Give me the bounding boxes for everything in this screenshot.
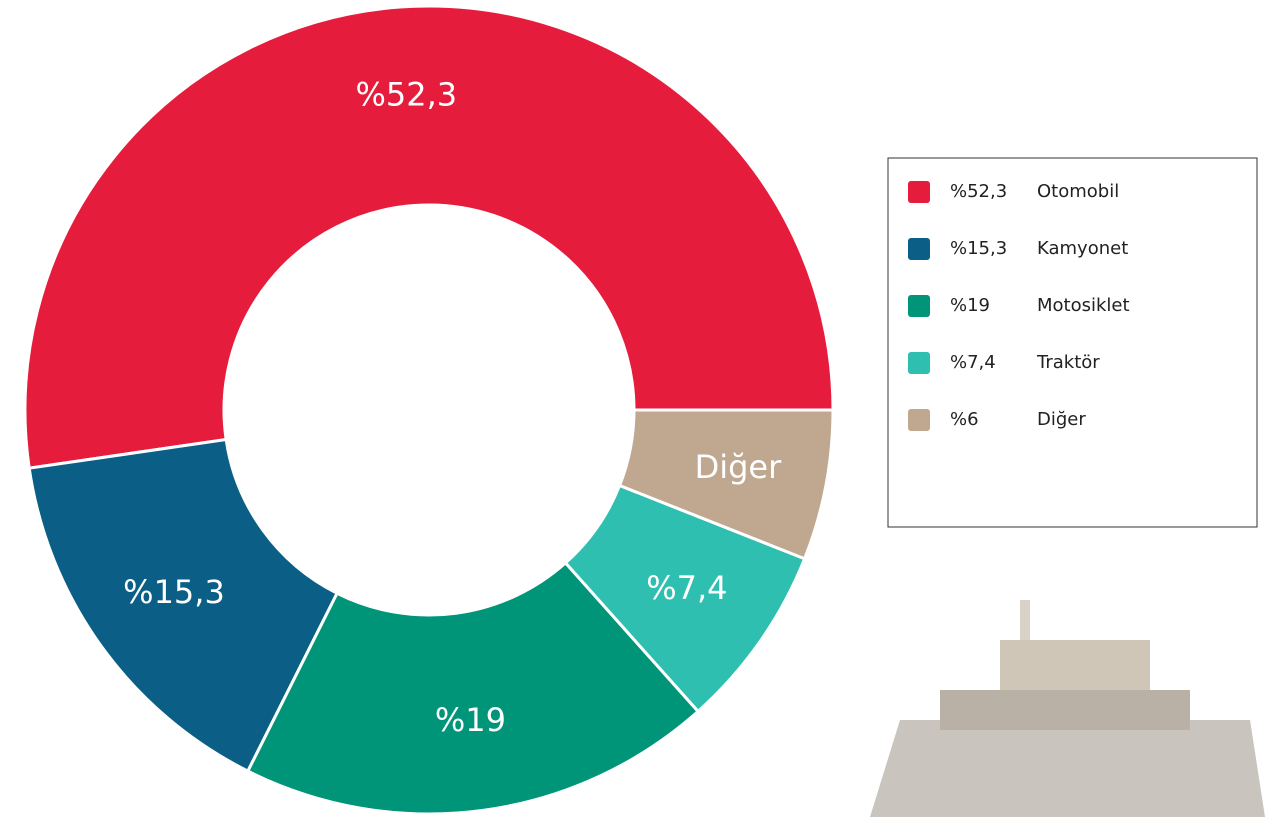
slice-label: %7,4 — [646, 569, 727, 607]
legend-box — [888, 158, 1257, 527]
legend-label: Kamyonet — [1037, 238, 1128, 259]
legend-swatch — [908, 181, 930, 203]
legend-value: %15,3 — [950, 238, 1007, 259]
legend-label: Traktör — [1036, 352, 1100, 373]
ship-decoration — [870, 600, 1265, 817]
legend-swatch — [908, 238, 930, 260]
legend-swatch — [908, 295, 930, 317]
legend-label: Otomobil — [1037, 181, 1119, 202]
legend-value: %52,3 — [950, 181, 1007, 202]
legend-swatch — [908, 409, 930, 431]
legend-value: %6 — [950, 409, 979, 430]
legend-label: Diğer — [1037, 409, 1086, 430]
legend-value: %19 — [950, 295, 990, 316]
slice-label: %52,3 — [355, 75, 457, 113]
legend-label: Motosiklet — [1037, 295, 1130, 316]
slice-label: %19 — [435, 701, 506, 739]
slice-label: Diğer — [695, 448, 783, 486]
slice-label: %15,3 — [123, 573, 225, 611]
chart: %52,3 %15,3 %19 %7,4 Diğer %52,3 Otomobil %15,3… — [0, 0, 1265, 817]
legend-swatch — [908, 352, 930, 374]
legend-value: %7,4 — [950, 352, 996, 373]
